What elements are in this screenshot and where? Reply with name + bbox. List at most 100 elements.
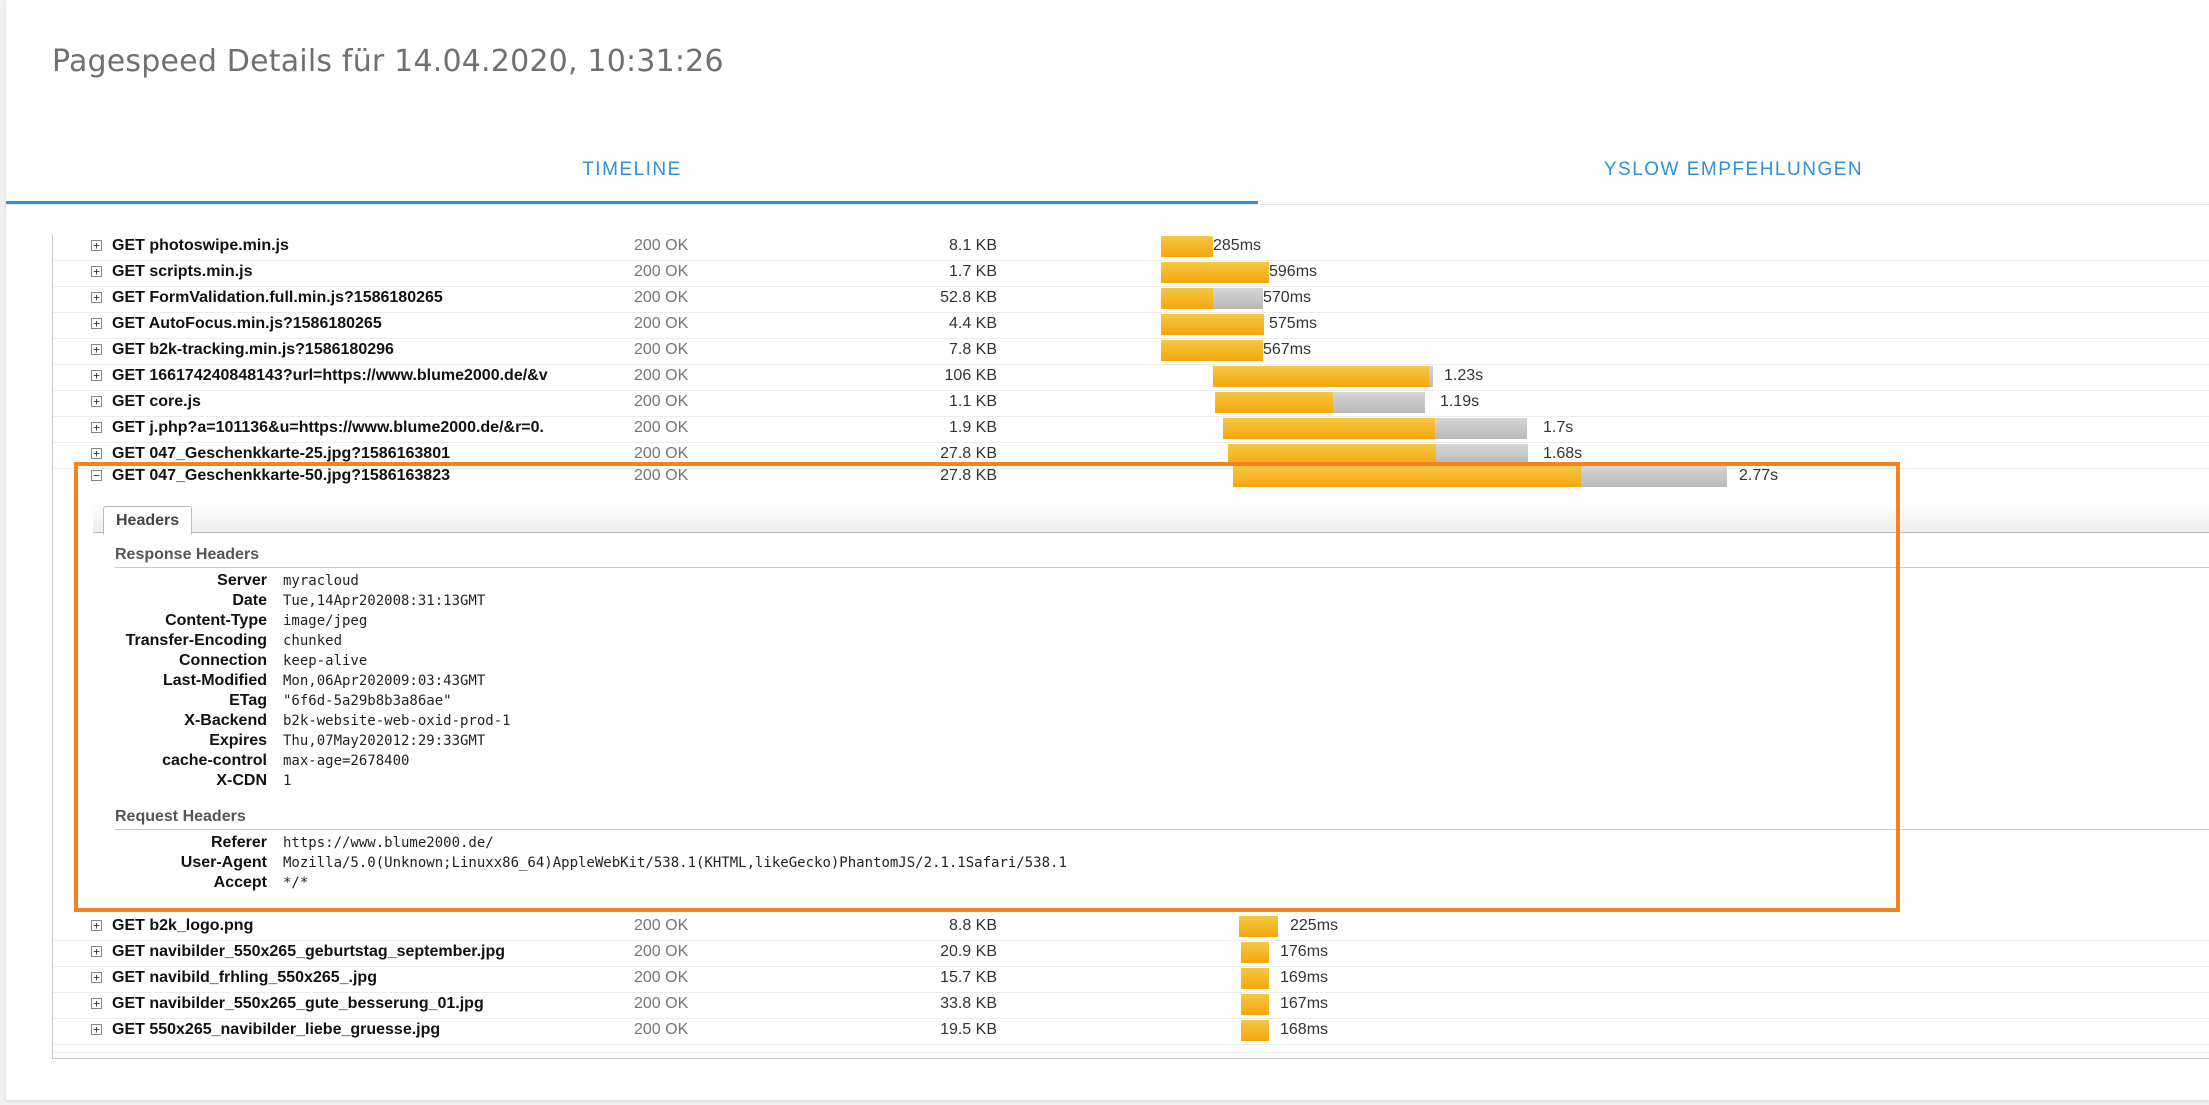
plus-box-icon[interactable]: +	[91, 998, 102, 1009]
request-size: 1.1 KB	[948, 393, 997, 410]
request-status: 200 OK	[634, 393, 689, 410]
request-url: GET FormValidation.full.min.js?158618026…	[112, 289, 443, 306]
request-duration: 1.19s	[1440, 393, 1480, 410]
request-status: 200 OK	[634, 445, 689, 462]
minus-box-icon[interactable]: −	[91, 470, 102, 481]
table-row[interactable]: + GET navibilder_550x265_gute_besserung_0…	[53, 992, 2209, 1019]
header-key: Accept	[213, 874, 267, 891]
response-header-row: Date Tue,14Apr202008:31:13GMT	[115, 592, 2115, 612]
request-duration: 575ms	[1269, 315, 1318, 332]
plus-box-icon[interactable]: +	[91, 240, 102, 251]
header-key: X-CDN	[216, 772, 267, 789]
plus-box-icon[interactable]: +	[91, 1024, 102, 1035]
request-duration: 176ms	[1280, 943, 1329, 960]
plus-box-icon[interactable]: +	[91, 344, 102, 355]
request-duration: 1.7s	[1543, 419, 1574, 436]
tab-timeline[interactable]: TIMELINE	[6, 140, 1258, 204]
request-size: 8.1 KB	[948, 237, 997, 254]
tab-headers[interactable]: Headers	[103, 506, 193, 535]
table-row[interactable]: + GET FormValidation.full.min.js?15861802…	[53, 286, 2209, 313]
request-status: 200 OK	[634, 969, 689, 986]
plus-box-icon[interactable]: +	[91, 972, 102, 983]
request-url: GET navibilder_550x265_geburtstag_septem…	[112, 943, 506, 960]
bar-receive	[1429, 366, 1433, 387]
table-row[interactable]: + GET photoswipe.min.js 200 OK 8.1 KB 285ms	[53, 234, 2209, 261]
request-duration: 570ms	[1263, 289, 1312, 306]
bar-wait	[1161, 262, 1269, 283]
request-headers-title: Request Headers	[115, 808, 2209, 830]
table-row-partial[interactable]	[53, 1044, 2209, 1053]
bar-receive	[1213, 288, 1263, 309]
header-key: Transfer-Encoding	[125, 632, 267, 649]
table-row[interactable]: + GET b2k_logo.png 200 OK 8.8 KB 225ms	[53, 914, 2209, 941]
tab-yslow[interactable]: YSLOW EMPFEHLUNGEN	[1603, 159, 1864, 180]
request-size: 15.7 KB	[940, 969, 997, 986]
request-status: 200 OK	[634, 315, 689, 332]
header-key: Content-Type	[165, 612, 267, 629]
plus-box-icon[interactable]: +	[91, 920, 102, 931]
request-size: 4.4 KB	[948, 315, 997, 332]
bar-receive	[1436, 444, 1528, 465]
header-value: https://www.blume2000.de/	[283, 835, 494, 851]
request-url: GET navibilder_550x265_gute_besserung_01…	[112, 995, 484, 1012]
table-row[interactable]: + GET 047_Geschenkkarte-25.jpg?1586163801…	[53, 442, 2209, 469]
request-duration: 285ms	[1213, 237, 1262, 254]
request-detail: Headers Response Headers Server myracloud…	[53, 490, 2209, 914]
bar-wait	[1233, 466, 1581, 487]
table-row[interactable]: + GET navibilder_550x265_geburtstag_septe…	[53, 940, 2209, 967]
request-duration: 225ms	[1290, 917, 1339, 934]
bar-receive	[1435, 418, 1527, 439]
table-row-expanded[interactable]: − GET 047_Geschenkkarte-50.jpg?158616382…	[53, 464, 2209, 491]
bar-wait	[1161, 340, 1263, 361]
plus-box-icon[interactable]: +	[91, 422, 102, 433]
request-status: 200 OK	[634, 419, 689, 436]
response-header-row: cache-control max-age=2678400	[115, 752, 2115, 772]
header-key: Date	[232, 592, 267, 609]
plus-box-icon[interactable]: +	[91, 318, 102, 329]
request-size: 20.9 KB	[940, 943, 997, 960]
plus-box-icon[interactable]: +	[91, 266, 102, 277]
bar-wait	[1161, 288, 1213, 309]
response-header-row: Server myracloud	[115, 572, 2115, 592]
plus-box-icon[interactable]: +	[91, 946, 102, 957]
request-url: GET AutoFocus.min.js?1586180265	[112, 315, 382, 332]
timeline-panel[interactable]: + GET photoswipe.min.js 200 OK 8.1 KB 285ms +…	[52, 234, 2209, 1059]
table-row[interactable]: + GET scripts.min.js 200 OK 1.7 KB 596ms	[53, 260, 2209, 287]
request-size: 19.5 KB	[940, 1021, 997, 1038]
request-status: 200 OK	[634, 341, 689, 358]
bar-wait	[1161, 314, 1264, 335]
detail-tabstrip: Headers	[93, 502, 2209, 535]
response-header-row: Content-Type image/jpeg	[115, 612, 2115, 632]
response-header-row: Expires Thu,07May202012:29:33GMT	[115, 732, 2115, 752]
header-key: ETag	[229, 692, 267, 709]
table-row[interactable]: + GET b2k-tracking.min.js?1586180296 200 O…	[53, 338, 2209, 365]
request-status: 200 OK	[634, 1021, 689, 1038]
request-url: GET scripts.min.js	[112, 263, 253, 280]
request-status: 200 OK	[634, 917, 689, 934]
plus-box-icon[interactable]: +	[91, 370, 102, 381]
response-header-row: Transfer-Encoding chunked	[115, 632, 2115, 652]
table-row[interactable]: + GET 166174240848143?url=https://www.blu…	[53, 364, 2209, 391]
table-row[interactable]: + GET 550x265_navibilder_liebe_gruesse.jp…	[53, 1018, 2209, 1045]
header-value: chunked	[283, 633, 343, 649]
request-duration: 169ms	[1280, 969, 1329, 986]
bar-receive	[1581, 466, 1727, 487]
plus-box-icon[interactable]: +	[91, 396, 102, 407]
header-key: cache-control	[162, 752, 267, 769]
plus-box-icon[interactable]: +	[91, 292, 102, 303]
request-url: GET navibild_frhling_550x265_.jpg	[112, 969, 377, 986]
table-row[interactable]: + GET AutoFocus.min.js?1586180265 200 OK 4.…	[53, 312, 2209, 339]
request-header-row: Accept */*	[115, 874, 2115, 894]
header-value: keep-alive	[283, 653, 368, 669]
plus-box-icon[interactable]: +	[91, 448, 102, 459]
request-url: GET 166174240848143?url=https://www.blum…	[112, 367, 548, 384]
header-value: */*	[283, 875, 309, 891]
bar-wait	[1213, 366, 1429, 387]
request-size: 1.9 KB	[948, 419, 997, 436]
table-row[interactable]: + GET core.js 200 OK 1.1 KB 1.19s	[53, 390, 2209, 417]
table-row[interactable]: + GET navibild_frhling_550x265_.jpg 200 OK…	[53, 966, 2209, 993]
request-url: GET core.js	[112, 393, 201, 410]
header-key: X-Backend	[184, 712, 267, 729]
table-row[interactable]: + GET j.php?a=101136&u=https://www.blume2…	[53, 416, 2209, 443]
request-duration: 168ms	[1280, 1021, 1329, 1038]
